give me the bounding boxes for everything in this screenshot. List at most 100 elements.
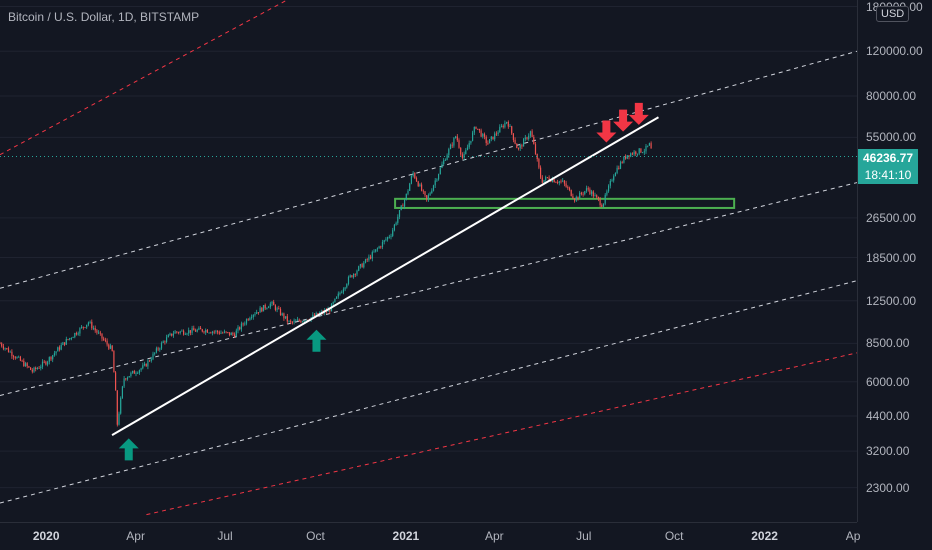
candle-body [87,322,89,325]
candle-body [613,176,615,181]
candle-body [6,348,8,350]
candle-body [477,128,479,130]
chart-area[interactable]: Bitcoin / U.S. Dollar, 1D, BITSTAMP [0,0,857,522]
candle-body [387,237,389,240]
candle-body [642,152,644,154]
candle-body [511,126,513,134]
candle-body [230,332,232,336]
candle-body [608,185,610,192]
candle-body [138,370,140,373]
candle-body [254,313,256,315]
price-axis[interactable]: 180000.00120000.0080000.0055000.0026500.… [857,0,932,522]
candle-body [604,194,606,204]
candle-body [456,136,458,141]
time-axis-label: Ap [845,529,861,543]
currency-button[interactable]: USD [876,6,910,22]
candle-body [398,210,401,217]
candle-body [533,136,535,145]
candle-body [183,330,185,335]
candle-body [623,156,625,163]
candle-body [1,343,3,347]
candle-body [405,193,407,200]
candle-body [128,376,130,378]
candle-body [562,180,564,182]
candle-body [466,147,469,151]
candle-body [52,355,54,360]
candle-body [98,332,100,334]
candle-body [470,140,472,144]
candle-body [329,309,331,312]
price-axis-label: 26500.00 [866,210,917,225]
candle-body [619,162,622,169]
candle-body [647,145,649,147]
candle-body [91,321,93,329]
price-axis-label: 55000.00 [866,130,917,145]
candle-body [334,298,336,303]
candle-body [121,386,123,398]
candle-body [123,378,125,387]
candle-body [341,292,343,294]
candle-body [565,183,567,187]
candle-body [648,143,650,146]
candle-body [99,332,101,334]
time-axis-label: Oct [664,529,684,543]
candle-body [140,368,142,371]
candle-body [475,126,477,129]
candle-body [584,191,586,195]
candle-body [172,333,174,336]
candle-body [118,413,120,425]
candle-body [332,302,334,304]
candle-body [336,296,338,299]
price-axis-label: 120000.00 [866,44,923,59]
candle-body [274,305,276,310]
candle-body [285,316,287,319]
candle-body [235,330,237,337]
symbol-title[interactable]: Bitcoin / U.S. Dollar, 1D, BITSTAMP [8,10,200,24]
time-axis[interactable]: 2020 Apr Jul Oct 2021 Apr Jul Oct 2022 Ap [0,522,860,550]
candle-body [31,369,33,372]
candle-body [273,301,275,306]
candle-body [517,148,520,149]
candle-body [106,340,108,345]
candle-body [489,139,491,144]
candle-body [611,180,613,182]
current-price-badge: 46236.77 18:41:10 [858,149,918,184]
arrow-down-icon [628,102,649,125]
candle-body [125,378,127,380]
candle-body [409,183,411,191]
candle-body [494,133,496,140]
candle-body [432,185,435,191]
candle-body [103,338,105,340]
candle-body [188,330,190,334]
time-axis-label: 2020 [32,529,60,543]
candle-body [181,330,183,332]
candle-body [495,133,497,135]
candle-body [262,305,265,312]
candle-body [455,136,457,138]
candle-body [167,335,169,338]
candle-body [506,121,508,123]
candle-body [215,330,217,332]
candle-body [572,196,574,199]
candle-body [160,342,163,349]
candle-body [283,313,285,319]
price-chart[interactable] [0,0,857,522]
candle-body [268,307,270,309]
candle-body [191,328,193,333]
candle-body [41,361,44,367]
price-axis-label: 18500.00 [866,250,917,265]
candle-body [422,190,424,192]
candle-body [397,216,399,223]
candle-body [296,319,299,321]
candle-body [393,224,395,231]
candle-body [602,203,605,207]
candle-body [563,180,565,184]
candle-body [441,164,443,168]
candle-body [582,193,584,195]
candle-body [227,332,229,333]
candle-body [592,191,594,197]
candle-body [67,339,69,340]
candle-body [35,367,37,370]
candle-body [57,347,59,352]
candle-body [201,329,203,332]
